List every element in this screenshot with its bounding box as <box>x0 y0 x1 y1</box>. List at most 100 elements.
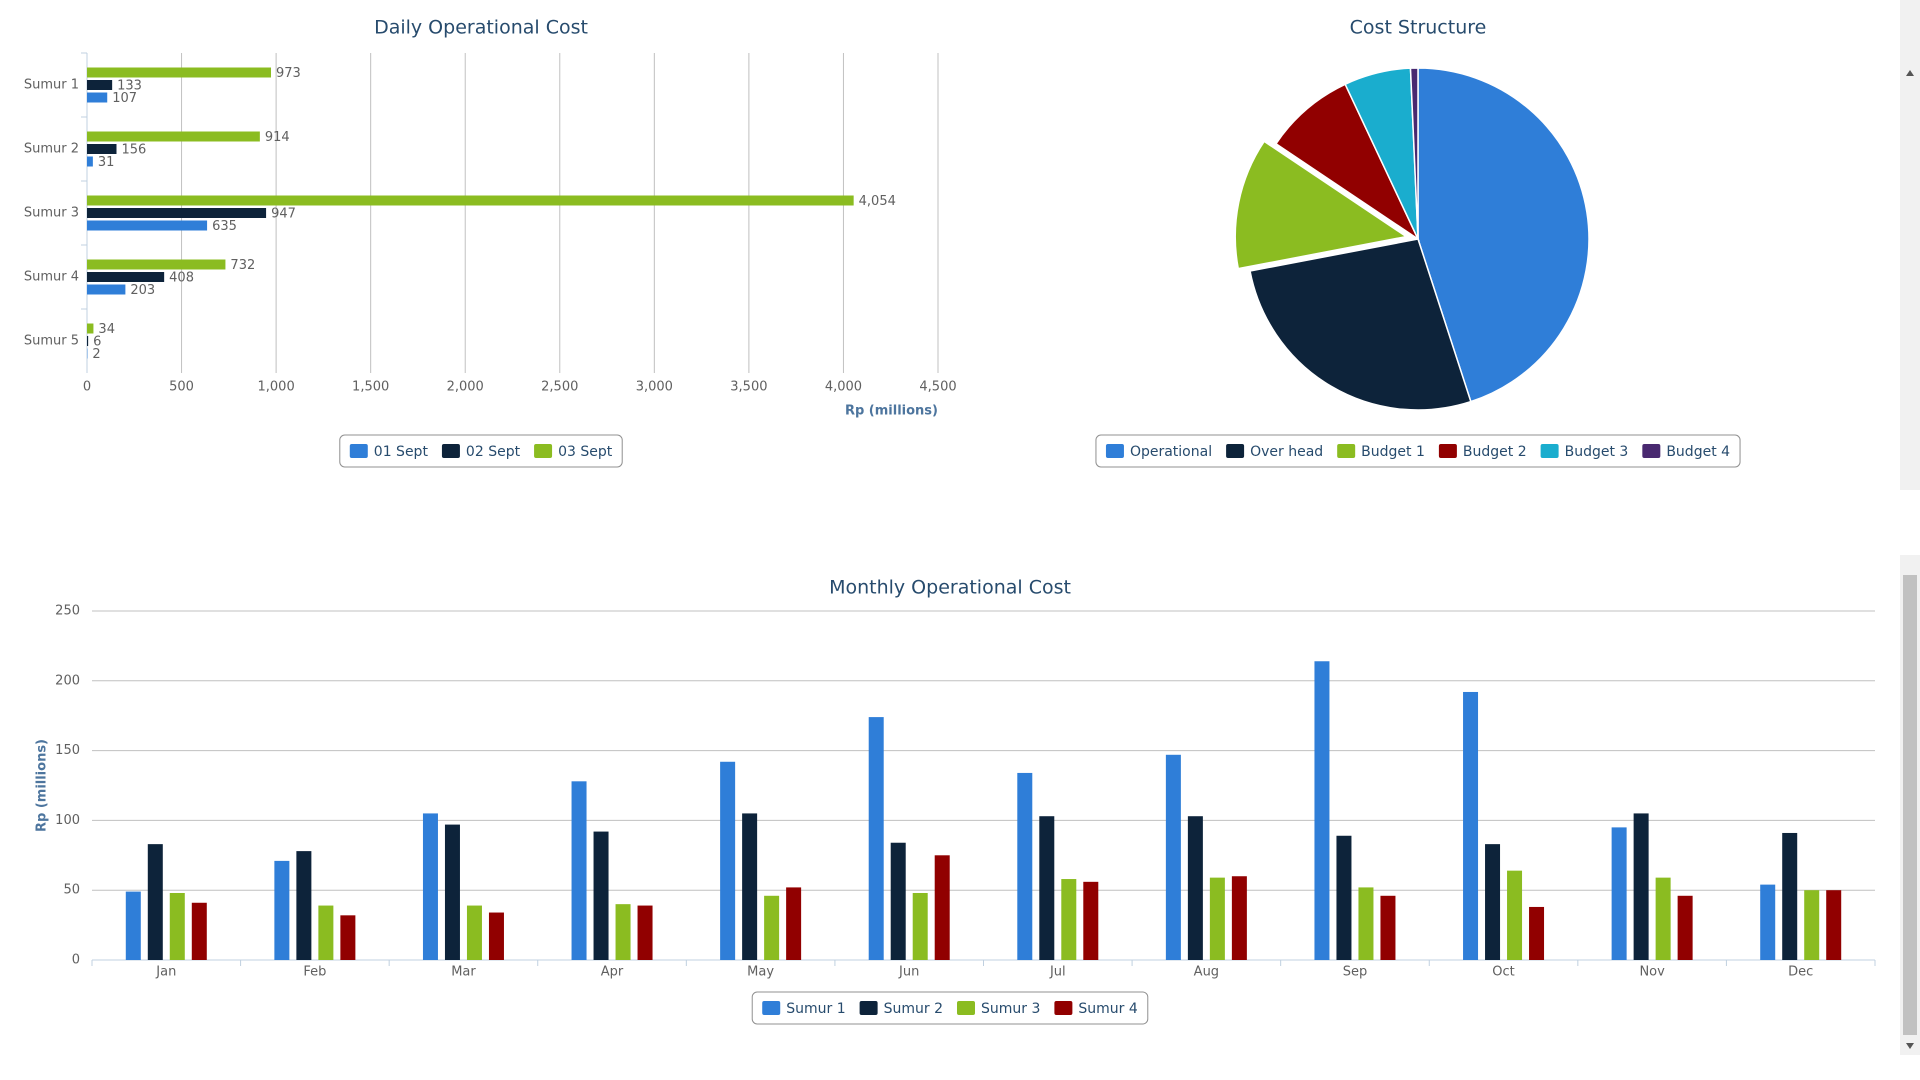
bar <box>169 892 185 960</box>
legend-swatch <box>1226 444 1245 458</box>
bar <box>1187 816 1203 960</box>
y-tick-label: 200 <box>55 673 80 688</box>
bar <box>934 855 950 960</box>
x-tick-label: Feb <box>303 965 326 980</box>
scrollbar-thumb[interactable] <box>1903 575 1917 1035</box>
bar <box>1165 754 1181 960</box>
y-tick-label: 0 <box>72 953 80 968</box>
legend-swatch <box>441 444 460 458</box>
bar <box>1804 890 1820 960</box>
data-label: 914 <box>265 130 290 145</box>
x-tick-label: May <box>747 965 774 980</box>
legend-swatch <box>1438 444 1457 458</box>
x-tick-label: Jul <box>1049 965 1066 980</box>
legend: 01 Sept 02 Sept 03 Sept <box>339 434 623 468</box>
x-tick-label: Nov <box>1639 965 1665 980</box>
x-tick-label: 500 <box>169 380 194 395</box>
bar <box>1826 890 1842 960</box>
data-label: 4,054 <box>859 194 896 209</box>
bar <box>87 208 267 218</box>
y-tick-label: Sumur 1 <box>24 78 79 93</box>
chart-title: Monthly Operational Cost <box>829 577 1071 599</box>
y-tick-label: 250 <box>55 604 80 619</box>
bar <box>87 272 165 282</box>
bar <box>1782 832 1798 960</box>
bar <box>87 220 208 231</box>
pie-slice <box>1249 238 1472 411</box>
bar <box>742 813 758 960</box>
x-tick-label: Jun <box>898 965 919 980</box>
legend-swatch <box>957 1001 975 1015</box>
bar <box>593 831 609 960</box>
data-label: 6 <box>93 335 101 350</box>
y-tick-label: 150 <box>55 743 80 758</box>
bar <box>87 131 260 142</box>
bar <box>87 144 117 154</box>
legend-box <box>339 434 623 468</box>
x-axis-title: Rp (millions) <box>845 404 938 419</box>
legend-label: Over head <box>1250 444 1323 460</box>
legend-label: Sumur 4 <box>1078 1001 1137 1017</box>
legend-swatch <box>349 444 368 458</box>
data-label: 107 <box>112 91 137 106</box>
legend-swatch <box>534 444 553 458</box>
data-label: 973 <box>276 66 301 81</box>
scroll-down[interactable] <box>1906 1043 1914 1049</box>
legend-swatch <box>859 1001 878 1015</box>
bar <box>1463 691 1479 960</box>
bar <box>786 887 802 960</box>
legend-swatch <box>1105 444 1124 458</box>
bar <box>87 195 854 206</box>
x-tick-label: 3,000 <box>636 380 673 395</box>
bar <box>87 284 126 295</box>
legend-swatch <box>1540 444 1559 458</box>
bar <box>1039 816 1055 960</box>
legend-label: Sumur 3 <box>981 1001 1040 1017</box>
bar <box>1231 876 1247 960</box>
bar <box>868 717 884 960</box>
bar <box>1083 881 1099 960</box>
bar <box>466 905 482 960</box>
bar <box>87 80 113 90</box>
pie-slice <box>1234 140 1409 270</box>
bar <box>1061 879 1077 960</box>
y-tick-label: Sumur 5 <box>24 334 79 349</box>
x-tick-label: 2,000 <box>447 380 484 395</box>
bar <box>191 902 207 960</box>
bar <box>720 761 736 960</box>
data-label: 133 <box>117 79 142 94</box>
bar <box>125 891 141 960</box>
data-label: 34 <box>98 322 115 337</box>
data-label: 732 <box>230 258 255 273</box>
y-tick-label: 50 <box>63 883 80 898</box>
x-tick-label: 1,500 <box>352 380 389 395</box>
pie-slice <box>1409 67 1419 240</box>
x-tick-label: Jan <box>155 965 176 980</box>
bar <box>1655 877 1671 960</box>
legend-label: Operational <box>1130 444 1212 460</box>
bar <box>571 781 587 960</box>
x-tick-label: Oct <box>1492 965 1514 980</box>
bar <box>1314 661 1330 960</box>
legend: Sumur 1 Sumur 2 Sumur 3 Sumur 4 <box>751 991 1149 1025</box>
bar <box>87 67 272 78</box>
legend-label: Budget 2 <box>1463 444 1527 460</box>
y-tick-label: Sumur 4 <box>24 270 79 285</box>
bar <box>87 259 226 270</box>
scrollbar-track <box>1900 0 1920 490</box>
legend-swatch <box>1054 1001 1073 1015</box>
x-tick-label: Apr <box>601 965 624 980</box>
x-tick-label: Sep <box>1343 965 1368 980</box>
legend-box <box>751 991 1149 1025</box>
x-tick-label: Dec <box>1788 965 1813 980</box>
data-label: 947 <box>271 207 296 222</box>
legend-label: Sumur 2 <box>884 1001 943 1017</box>
data-label: 408 <box>169 271 194 286</box>
bar <box>87 336 89 346</box>
bar <box>274 860 290 960</box>
bar <box>87 92 108 103</box>
scroll-up[interactable] <box>1906 70 1914 76</box>
bar <box>87 323 94 334</box>
legend-label: Sumur 1 <box>786 1001 845 1017</box>
